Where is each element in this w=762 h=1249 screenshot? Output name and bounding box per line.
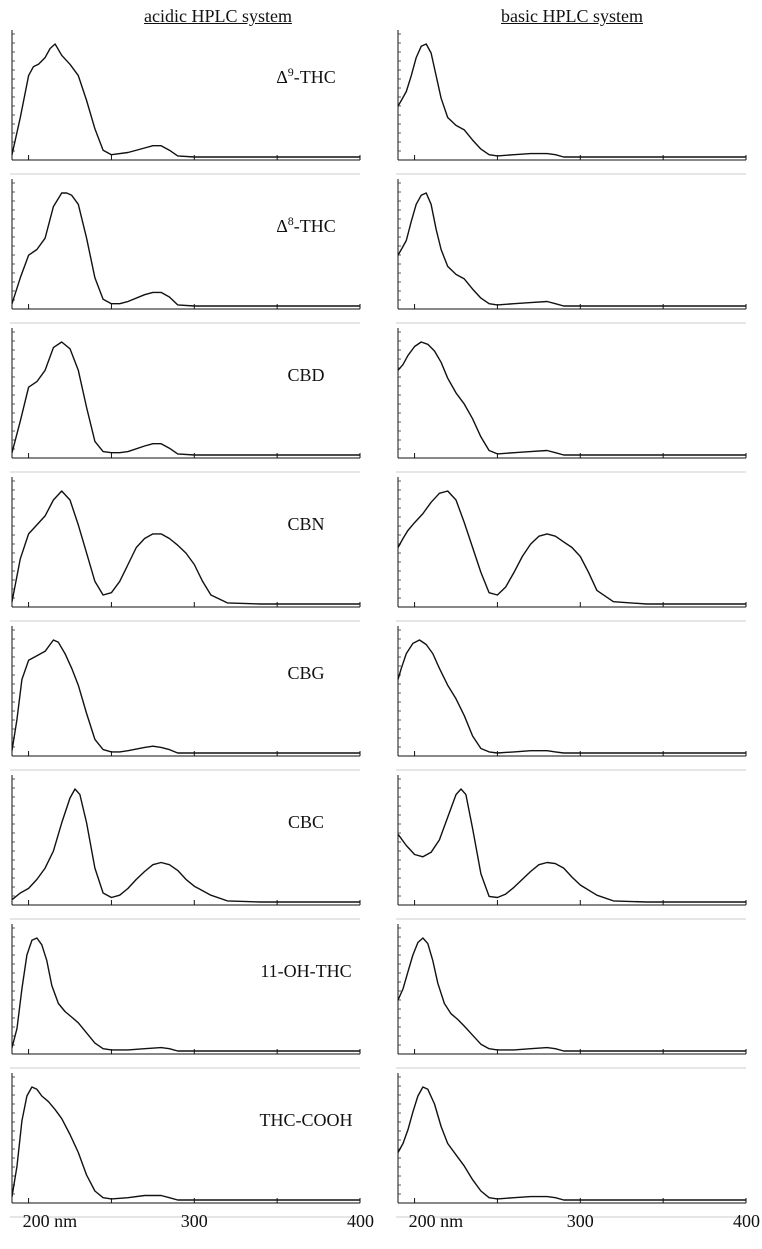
compound-label: CBC [288, 812, 324, 832]
compound-label: THC-COOH [260, 1110, 353, 1130]
spectrum-panel-acidic-6: CBC [10, 775, 361, 920]
spectrum-line [397, 639, 746, 754]
compound-label: CBN [287, 514, 324, 534]
spectrum-line [11, 43, 360, 158]
spectrum-line [397, 192, 746, 307]
label-name: -THC [294, 67, 336, 87]
spectrum-panel-acidic-7: 11-OH-THC [10, 924, 361, 1069]
column-title-basic: basic HPLC system [501, 6, 643, 26]
x-tick-label-300: 300 [181, 1211, 208, 1231]
spectrum-line [11, 639, 360, 754]
spectrum-line [11, 192, 360, 307]
spectrum-panel-basic-2 [396, 179, 747, 324]
spectrum-panel-basic-5 [396, 626, 747, 771]
spectrum-line [11, 937, 360, 1052]
spectrum-panel-acidic-4: CBN [10, 477, 361, 622]
label-superscript: 8 [288, 214, 294, 228]
spectrum-line [11, 1086, 360, 1201]
spectrum-line [11, 788, 360, 903]
spectrum-panel-basic-6 [396, 775, 747, 920]
label-name: CBG [287, 663, 324, 683]
label-delta: Δ [276, 67, 288, 87]
x-tick-label-200-nm: 200 nm [23, 1211, 78, 1231]
label-name: -THC [294, 216, 336, 236]
spectrum-panel-acidic-8: THC-COOH [10, 1073, 361, 1218]
spectrum-line [397, 788, 746, 903]
label-name: THC-COOH [260, 1110, 353, 1130]
spectrum-line [397, 43, 746, 158]
x-tick-label-400: 400 [347, 1211, 374, 1231]
column-title-acidic: acidic HPLC system [144, 6, 292, 26]
spectrum-panel-basic-3 [396, 328, 747, 473]
spectrum-line [11, 341, 360, 456]
spectrum-panel-acidic-1: Δ9-THC [10, 30, 361, 175]
compound-label: Δ8-THC [276, 214, 336, 236]
x-tick-label-200-nm: 200 nm [409, 1211, 464, 1231]
label-superscript: 9 [288, 65, 294, 79]
label-name: CBN [287, 514, 324, 534]
spectrum-panel-basic-8 [396, 1073, 747, 1218]
compound-label: CBG [287, 663, 324, 683]
label-name: CBD [287, 365, 324, 385]
spectrum-line [11, 490, 360, 605]
x-tick-label-300: 300 [567, 1211, 594, 1231]
label-delta: Δ [276, 216, 288, 236]
spectrum-panel-basic-1 [396, 30, 747, 175]
spectrum-panel-basic-4 [396, 477, 747, 622]
label-name: 11-OH-THC [260, 961, 351, 981]
compound-label: CBD [287, 365, 324, 385]
spectrum-line [397, 1086, 746, 1201]
spectrum-line [397, 490, 746, 605]
label-name: CBC [288, 812, 324, 832]
spectrum-panel-acidic-3: CBD [10, 328, 361, 473]
spectrum-line [397, 937, 746, 1052]
spectrum-panel-basic-7 [396, 924, 747, 1069]
compound-label: 11-OH-THC [260, 961, 351, 981]
spectrum-panel-acidic-5: CBG [10, 626, 361, 771]
spectrum-line [397, 341, 746, 456]
compound-label: Δ9-THC [276, 65, 336, 87]
x-tick-label-400: 400 [733, 1211, 760, 1231]
spectrum-panel-acidic-2: Δ8-THC [10, 179, 361, 324]
